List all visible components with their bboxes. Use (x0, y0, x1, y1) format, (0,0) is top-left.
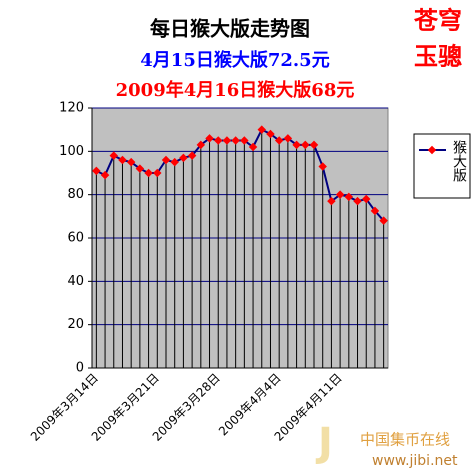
series-line (95, 128, 385, 222)
y-tick-label: 100 (59, 144, 84, 159)
marker (353, 196, 362, 206)
legend-marker (427, 145, 437, 155)
y-tick-label: 60 (67, 231, 84, 246)
marker (361, 194, 371, 204)
subtitle: 2009年4月16日猴大版68元 (116, 79, 355, 101)
marker (318, 162, 327, 171)
legend-label: 猴大版 (451, 140, 467, 183)
marker (213, 136, 223, 145)
marker (153, 168, 162, 178)
y-tick-label: 40 (67, 274, 84, 289)
marker (283, 134, 293, 143)
marker (118, 155, 127, 165)
y-tick-label: 120 (59, 101, 84, 116)
marker (274, 136, 284, 145)
chart-title: 每日猴大版走势图 (150, 17, 310, 41)
stamp: 玉骢 (414, 42, 462, 71)
marker (222, 136, 232, 145)
marker (100, 170, 110, 180)
marker (144, 168, 153, 178)
legend-box (413, 133, 471, 199)
y-tick-label: 80 (67, 187, 84, 202)
marker (266, 129, 275, 139)
subtitle: 4月15日猴大版72.5元 (140, 49, 329, 71)
watermark-logo: J (315, 420, 333, 466)
marker (170, 157, 179, 167)
y-tick-label: 20 (67, 317, 84, 332)
marker (126, 157, 136, 167)
watermark: www.jibi.net (372, 453, 458, 469)
marker (231, 136, 240, 145)
marker (187, 151, 197, 160)
marker (205, 134, 214, 143)
watermark: 中国集币在线 (360, 431, 450, 449)
marker (335, 190, 345, 199)
marker (344, 192, 354, 202)
stamp: 苍穹 (413, 6, 462, 35)
marker (379, 216, 388, 225)
marker (240, 136, 249, 145)
marker (135, 164, 145, 173)
marker (292, 140, 301, 150)
marker (309, 140, 319, 150)
marker (179, 153, 188, 163)
marker (161, 155, 171, 165)
marker (92, 166, 101, 176)
marker (248, 142, 258, 152)
marker (109, 151, 119, 160)
marker (301, 140, 310, 150)
y-tick-label: 0 (76, 361, 84, 376)
marker (370, 206, 380, 216)
marker (196, 140, 206, 150)
marker (327, 196, 336, 206)
